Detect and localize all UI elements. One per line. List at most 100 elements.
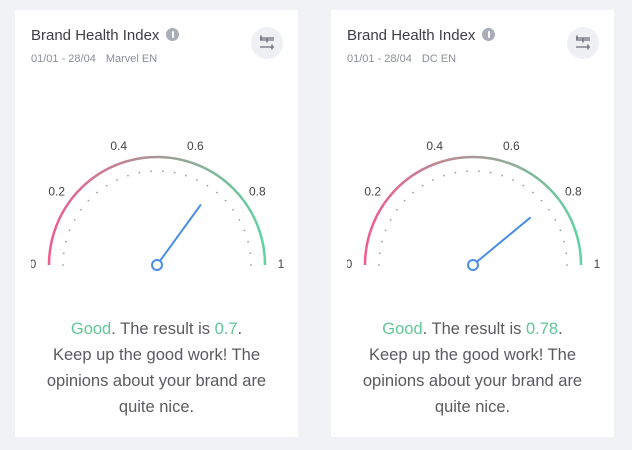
gauge-dot <box>454 171 457 174</box>
gauge-arc <box>47 155 267 266</box>
gauge-dot <box>243 229 246 232</box>
gauge-dot <box>232 208 234 211</box>
gauge-tick-label: 0.6 <box>503 139 520 153</box>
gauge-dot <box>185 174 187 177</box>
widget-title: Brand Health Index <box>31 27 180 44</box>
gauge-dot <box>87 199 90 202</box>
gauge-needle <box>472 216 532 266</box>
gauge-dot <box>378 264 380 266</box>
result-value: 0.7 <box>214 320 238 338</box>
gauge-dot <box>489 171 492 174</box>
settings-icon <box>260 35 274 50</box>
rating: Good <box>382 320 423 338</box>
gauge-dot <box>443 174 445 177</box>
settings-icon <box>576 35 590 50</box>
rating: Good <box>70 320 112 338</box>
gauge-dot <box>162 170 164 173</box>
gauge-tick-label: 1 <box>278 257 285 271</box>
title-text: Brand Health Index <box>347 27 476 44</box>
gauge-dot <box>432 179 434 181</box>
gauge-dot <box>563 240 565 243</box>
result-end: . <box>237 320 243 338</box>
gauge-dot <box>478 170 480 173</box>
gauge-dot <box>105 184 108 187</box>
gauge-dot <box>196 179 198 181</box>
gauge-dot <box>554 218 557 221</box>
widget-title: Brand Health Index <box>347 27 496 44</box>
result-text: . The result is <box>111 320 215 338</box>
gauge-tick-label: 0 <box>31 257 37 271</box>
gauge-dot <box>247 240 249 243</box>
gauge-dot <box>501 174 503 177</box>
gauge-dot <box>150 170 152 173</box>
gauge-dot <box>68 229 71 232</box>
gauge-dot <box>421 184 424 187</box>
gauge-dot <box>466 170 468 173</box>
gauge-tick-label: 0 <box>347 257 353 271</box>
info-icon[interactable] <box>166 28 180 41</box>
title-text: Brand Health Index <box>31 27 160 44</box>
widget-card: Brand Health Index 01/01 - 28/04 Marvel EN… <box>15 10 298 437</box>
gauge-dot <box>138 171 141 174</box>
widget-card: Brand Health Index 01/01 - 28/04 DC EN 0 0.2… <box>331 10 614 437</box>
gauge-tick-label: 0.6 <box>187 139 204 153</box>
gauge-arc <box>363 155 583 266</box>
gauge-dot <box>378 252 381 255</box>
gauge-dot <box>80 208 82 211</box>
gauge: 0 0.2 0.4 0.6 0.8 1 <box>31 139 285 271</box>
gauge-tick-label: 1 <box>594 257 601 271</box>
gauge-tick-label: 0.4 <box>110 139 127 153</box>
gauge-dot <box>62 264 64 266</box>
gauge-dot <box>559 229 562 232</box>
gauge-tick-label: 0.2 <box>48 184 65 198</box>
gauge-tick-label: 0.8 <box>565 184 582 198</box>
gauge-dot <box>403 199 406 202</box>
gauge-tick-label: 0.4 <box>426 139 443 153</box>
gauge-dot <box>396 208 398 211</box>
result-message: Keep up the good work! The opinions abou… <box>46 346 267 416</box>
gauge-dot <box>173 171 176 174</box>
gauge-dot <box>512 179 514 181</box>
gauge-dot <box>384 229 387 232</box>
gauge-dot <box>250 264 252 266</box>
gauge-dot <box>65 240 67 243</box>
gauge: 0 0.2 0.4 0.6 0.8 1 <box>347 139 601 271</box>
date-range: 01/01 - 28/04 <box>347 53 412 65</box>
date-range: 01/01 - 28/04 <box>31 53 96 65</box>
gauge-dot <box>238 218 241 221</box>
widget-subtitle: 01/01 - 28/04 Marvel EN <box>31 53 157 65</box>
brand-name: DC EN <box>421 53 457 65</box>
gauge-dot <box>116 179 118 181</box>
gauge-tick-label: 0.8 <box>249 184 266 198</box>
settings-button[interactable] <box>567 27 599 59</box>
info-icon[interactable] <box>482 28 496 41</box>
needle-hub <box>467 259 479 271</box>
gauge-dot <box>206 184 209 187</box>
result-text: . The result is <box>422 320 526 338</box>
result-line: Good. The result is 0.78. <box>331 316 614 342</box>
gauge-dot <box>565 252 568 255</box>
gauge-dot <box>127 174 129 177</box>
gauge-needle <box>156 204 202 266</box>
gauge-dot <box>62 252 65 255</box>
gauge-dot <box>548 208 550 211</box>
gauge-dot <box>389 218 392 221</box>
gauge-dot <box>412 191 414 194</box>
gauge-dot <box>96 191 98 194</box>
settings-button[interactable] <box>251 27 283 59</box>
widget-subtitle: 01/01 - 28/04 DC EN <box>347 53 456 65</box>
needle-hub <box>151 259 163 271</box>
brand-name: Marvel EN <box>105 53 158 65</box>
gauge-dot <box>540 199 543 202</box>
gauge-dot <box>566 264 568 266</box>
gauge-dot <box>224 199 227 202</box>
result-line: Good. The result is 0.7. <box>15 316 298 342</box>
gauge-dot <box>73 218 76 221</box>
gauge-tick-label: 0.2 <box>364 184 381 198</box>
gauge-dot <box>249 252 252 255</box>
gauge-dot <box>216 191 218 194</box>
gauge-dot <box>522 184 525 187</box>
result-message: Keep up the good work! The opinions abou… <box>362 346 583 416</box>
gauge-dot <box>532 191 534 194</box>
